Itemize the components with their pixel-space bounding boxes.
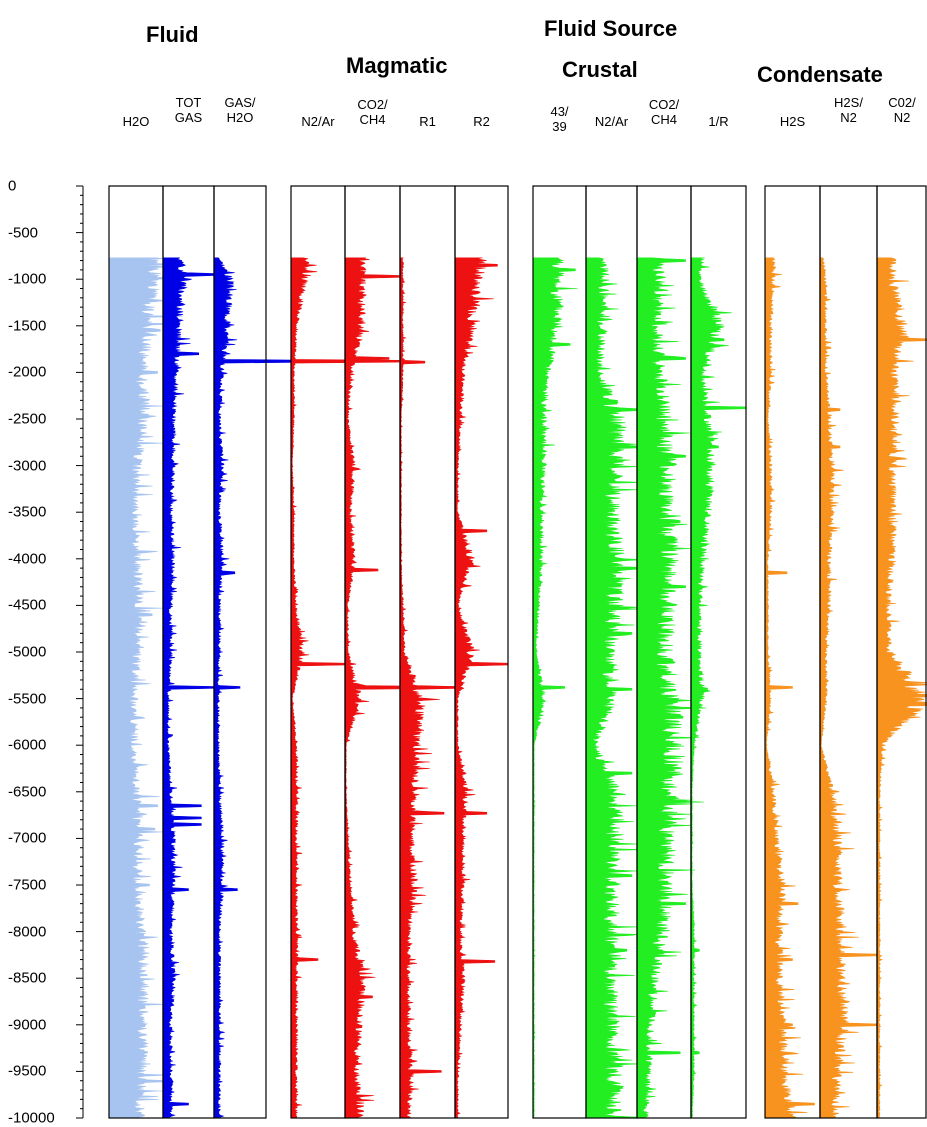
column-panel-frame: [399, 185, 456, 1119]
y-tick-label: -9500: [8, 1062, 47, 1080]
series-area-10: [690, 257, 747, 1119]
column-label-10: 1/R: [708, 114, 728, 129]
y-tick-label: -3000: [8, 457, 47, 475]
series-area-12: [819, 257, 878, 1119]
column-label-0: H2O: [123, 114, 150, 129]
series-area-2: [213, 257, 319, 1119]
column-label-line2: N2/Ar: [594, 114, 629, 129]
column-label-line2: CH4: [359, 112, 386, 127]
y-axis-labels: 0 -500 -1000 -1500 -2000 -2500 -3000 -3500 -4000…: [0, 0, 72, 1127]
column-label-line2: N2: [840, 110, 857, 125]
column-panel-frame: [876, 185, 927, 1119]
column-label-line2: CH4: [650, 112, 677, 127]
column-label-line2: H2O: [122, 114, 150, 129]
y-tick-label: -10000: [8, 1109, 55, 1127]
y-tick-label: -500: [8, 224, 39, 242]
column-label-line1: GAS/: [224, 95, 256, 110]
column-label-line2: GAS: [174, 110, 203, 125]
y-tick-label: -2500: [8, 410, 47, 428]
y-tick-label: -6500: [8, 783, 47, 801]
column-label-line1: CO2/: [357, 97, 388, 112]
column-label-line2: H2S: [779, 114, 806, 129]
y-tick-label: -1000: [8, 270, 47, 288]
column-label-line1: C02/: [888, 95, 916, 110]
column-label-4: CO2/CH4: [357, 97, 387, 127]
series-area-9: [636, 257, 707, 1119]
y-tick-label: -8500: [8, 969, 47, 987]
column-label-2: GAS/H2O: [224, 95, 255, 125]
column-label-line1: CO2/: [648, 97, 680, 112]
group-title-crustal: Crustal: [562, 57, 638, 82]
column-label-6: R2: [473, 114, 490, 129]
series-area-7: [532, 257, 578, 1119]
y-tick-label: -5500: [8, 690, 47, 708]
y-tick-label: -4000: [8, 550, 47, 568]
column-label-line2: N2/Ar: [301, 114, 335, 129]
y-tick-label: -5000: [8, 643, 47, 661]
y-tick-label: -7500: [8, 876, 47, 894]
series-area-6: [454, 257, 509, 1119]
column-label-5: R1: [419, 114, 436, 129]
y-tick-label: -2000: [8, 363, 47, 381]
column-panel-frame: [690, 185, 747, 1119]
column-label-line1: H2S/: [834, 95, 863, 110]
column-label-line2: 39: [552, 119, 567, 134]
y-tick-label: -4500: [8, 596, 47, 614]
column-label-1: TOT GAS: [175, 95, 202, 125]
column-label-3: N2/Ar: [301, 114, 334, 129]
column-label-line1: 43/: [550, 104, 569, 119]
column-label-line2: R2: [473, 114, 490, 129]
column-label-line2: N2: [893, 110, 911, 125]
group-title-fluid: Fluid: [146, 22, 199, 47]
column-label-13: C02/N2: [888, 95, 915, 125]
series-area-8: [585, 257, 645, 1119]
y-tick-label: -8000: [8, 923, 47, 941]
series-area-3: [290, 257, 400, 1119]
series-area-11: [764, 257, 815, 1119]
group-title-condensate: Condensate: [757, 62, 883, 87]
column-label-line2: H2O: [226, 110, 254, 125]
column-label-12: H2S/N2: [834, 95, 863, 125]
y-tick-label: -1500: [8, 317, 47, 335]
y-tick-label: -6000: [8, 736, 47, 754]
y-tick-label: -7000: [8, 829, 47, 847]
column-panel-frame: [213, 185, 267, 1119]
column-label-8: N2/Ar: [595, 114, 628, 129]
series-area-0: [108, 257, 184, 1119]
column-label-7: 43/39: [550, 104, 568, 134]
y-tick-label: 0: [8, 177, 17, 195]
column-label-line2: R1: [419, 114, 436, 129]
column-label-9: CO2/CH4: [649, 97, 679, 127]
column-label-line2: 1/R: [708, 114, 729, 129]
column-label-line1: TOT: [175, 95, 202, 110]
series-area-5: [399, 257, 456, 1119]
column-panel-frame: [454, 185, 509, 1119]
column-label-11: H2S: [780, 114, 805, 129]
y-tick-label: -9000: [8, 1016, 47, 1034]
series-area-13: [876, 257, 927, 1119]
series-area-1: [162, 257, 215, 1119]
y-tick-label: -3500: [8, 503, 47, 521]
group-title-fluid-source: Fluid Source: [544, 16, 678, 41]
group-title-magmatic: Magmatic: [346, 53, 448, 78]
